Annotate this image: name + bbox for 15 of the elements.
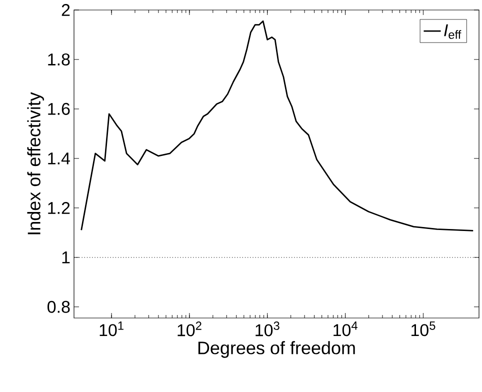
y-tick-label: 1.8 (48, 53, 70, 66)
x-tick-label: 10$^{4}$ (334, 322, 358, 336)
y-tick-label: 0.8 (48, 300, 70, 313)
y-tick-label: 2 (62, 4, 70, 16)
y-tick-label: 1.2 (48, 202, 70, 214)
legend-label: I$_{eff}$ (444, 24, 462, 39)
x-tick-label: 10$^{1}$ (100, 322, 124, 336)
y-tick-label: 1 (62, 252, 70, 264)
x-tick-label: 10$^{3}$ (256, 322, 280, 336)
y-tick-label: 1.6 (48, 102, 70, 115)
x-axis-title: Degrees of freedom (198, 341, 355, 358)
y-tick-label: 1.4 (48, 152, 70, 164)
y-axis-title: Index of effectivity (27, 92, 44, 234)
x-tick-label: 10$^{5}$ (412, 322, 436, 336)
x-tick-label: 10$^{2}$ (178, 322, 202, 336)
